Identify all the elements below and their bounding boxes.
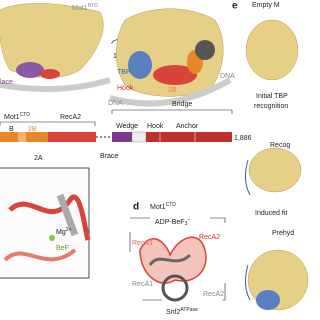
2b-label: 2B	[28, 126, 37, 133]
reca1-label: RecA1	[132, 281, 153, 288]
hook-label: Hook	[147, 123, 164, 130]
mg-label: Mg2+	[56, 227, 72, 236]
left-structure	[0, 3, 111, 92]
snf2-label: Snf2ATPase	[166, 307, 198, 316]
ligand-label: ADP-BeF3−	[155, 217, 190, 227]
title-base: Mot1	[4, 114, 20, 121]
snf2-sup: ATPase	[180, 307, 198, 313]
domain-title: Mot1CTD	[4, 112, 30, 121]
reca2-label: RecA2	[199, 234, 220, 241]
wedge-label: Wedge	[116, 123, 138, 130]
state-label: Induced fit	[255, 210, 287, 217]
state-label: Empty M	[252, 2, 280, 9]
zoom-panel	[0, 167, 91, 279]
snf2-base: Snf2	[166, 309, 181, 316]
ligand-sup: −	[187, 217, 190, 223]
panel-letter: d	[133, 202, 139, 213]
2b-label: 2B	[168, 87, 177, 94]
mg-sup: 2+	[66, 227, 72, 233]
bridge-label: Bridge	[172, 101, 192, 108]
label-base: Mot1	[72, 5, 88, 12]
panel-d-structure	[129, 217, 226, 302]
reca2-label: RecA2	[203, 291, 224, 298]
bef-label: BeF	[56, 245, 69, 252]
title-sup: CTD	[166, 202, 177, 208]
hook-label: Hook	[117, 85, 134, 92]
label-sup: NTD	[88, 3, 99, 9]
state-label: Prehyd	[272, 230, 294, 237]
2a-label: 2A	[34, 155, 43, 162]
middle-structure	[109, 8, 232, 107]
panel-d-title: Mot1CTD	[150, 202, 176, 211]
end-label: 1,886	[234, 135, 252, 142]
state-label: Initial TBP	[256, 93, 288, 100]
dna-label: DNA	[220, 73, 235, 80]
domain-bar	[0, 131, 232, 143]
panel-letter: e	[232, 1, 238, 12]
title-sup: CTD	[20, 112, 31, 118]
brace-label: Brace	[100, 153, 118, 160]
dna-label: DNA	[108, 100, 123, 107]
mot1ntd-label: Mot1NTD	[72, 3, 98, 12]
b-label: B	[9, 126, 14, 133]
anchor-label: Anchor	[176, 123, 199, 130]
title-base: Mot1	[150, 204, 166, 211]
mg-base: Mg	[56, 229, 66, 236]
reca2-label: RecA2	[60, 114, 81, 121]
ligand-sub: 3	[185, 221, 188, 227]
state-label: Recog	[270, 142, 290, 149]
state-label: recognition	[254, 103, 288, 110]
tbp-label: TBP	[117, 69, 131, 76]
panel-e-structures	[244, 19, 309, 311]
reca1-label: RecA1	[132, 240, 153, 247]
side-label: lace	[0, 79, 13, 86]
ligand-base: ADP-BeF	[155, 219, 185, 226]
